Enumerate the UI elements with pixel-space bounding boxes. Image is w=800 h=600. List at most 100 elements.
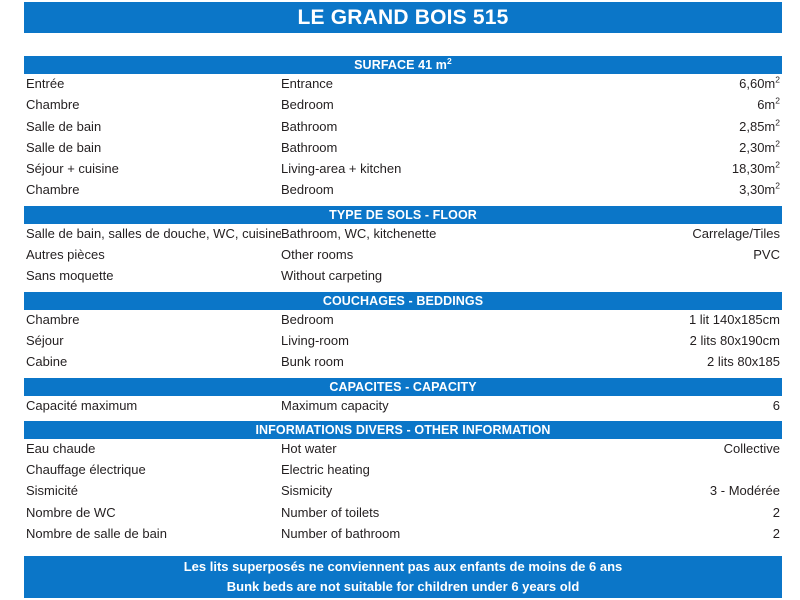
row-label-fr: Salle de bain — [26, 118, 102, 134]
table-row: Chambre Bedroom 1 lit 140x185cm — [24, 311, 782, 333]
section-header-label: CAPACITES - CAPACITY — [329, 379, 477, 394]
table-row: Nombre de WC Number of toilets 2 — [24, 504, 782, 526]
row-label-fr: Chauffage électrique — [26, 462, 146, 478]
section-header-label: COUCHAGES - BEDDINGS — [322, 293, 484, 308]
row-value-text: 2,30m — [739, 139, 776, 155]
row-value-superscript: 2 — [775, 159, 780, 170]
row-value-text: 18,30m — [731, 161, 776, 177]
row-label-fr: Sans moquette — [26, 268, 114, 284]
row-label-en: Sismicity — [281, 483, 611, 499]
row-value: 2 lits 80x190cm — [611, 333, 782, 348]
footer-warning: Les lits superposés ne conviennent pas a… — [24, 556, 782, 598]
table-row: Autres pièces Other rooms PVC — [24, 247, 782, 268]
row-value-text: 3 - Modérée — [709, 483, 780, 499]
row-label-en: Electric heating — [281, 462, 611, 478]
section-header: TYPE DE SOLS - FLOOR — [24, 205, 782, 224]
footer-warning-en: Bunk beds are not suitable for children … — [226, 579, 580, 594]
row-label-fr: Chambre — [26, 97, 80, 113]
table-row: Séjour Living-room 2 lits 80x190cm — [24, 332, 782, 354]
table-row: Capacité maximum Maximum capacity 6 — [24, 397, 782, 419]
row-label-fr: Chambre — [26, 182, 80, 198]
row-value-superscript: 2 — [775, 138, 780, 149]
section-header: CAPACITES - CAPACITY — [24, 377, 782, 396]
row-value-text: 2,85m — [739, 118, 776, 134]
table-row: Nombre de salle de bain Number of bathroo… — [24, 526, 782, 547]
row-label-en: Number of bathroom — [281, 526, 611, 542]
page-title: LE GRAND BOIS 515 — [24, 2, 782, 33]
row-label-fr: Nombre de WC — [26, 504, 116, 520]
row-label-en: Without carpeting — [281, 268, 611, 284]
row-label-fr: Autres pièces — [26, 247, 105, 263]
row-label-en: Bunk room — [281, 354, 611, 370]
row-value: Collective — [611, 441, 782, 456]
row-label-en: Bathroom, WC, kitchenette — [281, 225, 611, 241]
row-label-fr: Chambre — [26, 311, 80, 327]
row-value-text: 6,60m — [739, 76, 776, 91]
row-label-en: Bedroom — [281, 97, 611, 113]
row-value-text: 1 lit 140x185cm — [688, 311, 780, 327]
row-label-en: Hot water — [281, 440, 611, 456]
table-row: Sismicité Sismicity 3 - Modérée — [24, 483, 782, 504]
row-value: 3 - Modérée — [611, 483, 782, 498]
section-header: SURFACE 41 m2 — [24, 56, 782, 74]
table-row: Cabine Bunk room 2 lits 80x185 — [24, 354, 782, 375]
row-label-en: Other rooms — [281, 247, 611, 263]
section-header-superscript: 2 — [447, 55, 452, 66]
row-label-en: Bedroom — [281, 311, 611, 327]
row-value: 6 — [611, 398, 782, 413]
row-label-en: Bathroom — [281, 118, 611, 134]
row-label-en: Number of toilets — [281, 504, 611, 520]
section-header: INFORMATIONS DIVERS - OTHER INFORMATION — [24, 420, 782, 439]
table-row: Eau chaude Hot water Collective — [24, 440, 782, 462]
row-value: PVC — [611, 247, 782, 262]
row-value-text: 2 lits 80x190cm — [689, 332, 780, 348]
row-label-fr: Capacité maximum — [26, 397, 138, 413]
row-value: 2,85m2 — [611, 117, 782, 134]
row-label-en: Bedroom — [281, 182, 611, 198]
row-label-fr: Salle de bain — [26, 139, 102, 155]
row-value-text: 6 — [772, 397, 780, 413]
table-row: Salle de bain Bathroom 2,30m2 — [24, 138, 782, 161]
row-value: 2 lits 80x185 — [611, 354, 782, 369]
section-header-label: INFORMATIONS DIVERS - OTHER INFORMATION — [255, 422, 551, 437]
specifications-table: SURFACE 41 m2 Entrée Entrance 6,60m2 Chambre… — [24, 56, 782, 547]
row-label-fr: Salle de bain, salles de douche, WC, cui… — [26, 225, 281, 241]
row-value: 2,30m2 — [611, 138, 782, 155]
row-value-text: PVC — [753, 247, 780, 263]
row-value-text: 2 lits 80x185 — [707, 354, 780, 370]
row-value-superscript: 2 — [775, 117, 780, 128]
section-header: COUCHAGES - BEDDINGS — [24, 291, 782, 310]
row-label-fr: Cabine — [26, 354, 68, 370]
row-value: 1 lit 140x185cm — [611, 312, 782, 327]
row-label-en: Living-room — [281, 332, 611, 348]
row-value-superscript: 2 — [775, 74, 780, 85]
row-value: 2 — [611, 526, 782, 541]
table-row: Salle de bain Bathroom 2,85m2 — [24, 117, 782, 140]
row-value: 6m2 — [611, 95, 782, 113]
row-label-fr: Sismicité — [26, 483, 79, 499]
row-value-text: 2 — [772, 526, 780, 542]
row-label-fr: Entrée — [26, 76, 65, 91]
section-header-label: TYPE DE SOLS - FLOOR — [329, 207, 477, 222]
row-value: 2 — [611, 505, 782, 520]
row-value-text: 2 — [772, 504, 780, 520]
table-row: Entrée Entrance 6,60m2 — [24, 74, 782, 97]
table-row: Chambre Bedroom 6m2 — [24, 97, 782, 118]
table-row: Chambre Bedroom 3,30m2 — [24, 182, 782, 203]
row-value: 3,30m2 — [611, 182, 782, 198]
row-label-fr: Eau chaude — [26, 440, 96, 456]
table-row: Chauffage électrique Electric heating — [24, 462, 782, 483]
row-label-en: Entrance — [281, 76, 611, 91]
table-row: Séjour + cuisine Living-area + kitchen 18,… — [24, 161, 782, 182]
row-value-superscript: 2 — [775, 95, 780, 106]
row-value-text: 6m — [757, 97, 776, 113]
row-value: 18,30m2 — [611, 159, 782, 177]
footer-warning-fr: Les lits superposés ne conviennent pas a… — [183, 559, 623, 574]
table-row: Sans moquette Without carpeting — [24, 268, 782, 289]
row-value-text: Carrelage/Tiles — [692, 225, 780, 241]
row-label-en: Bathroom — [281, 139, 611, 155]
row-label-fr: Séjour + cuisine — [26, 161, 119, 177]
row-value-text: 3,30m — [739, 182, 776, 198]
row-value: Carrelage/Tiles — [611, 226, 782, 241]
